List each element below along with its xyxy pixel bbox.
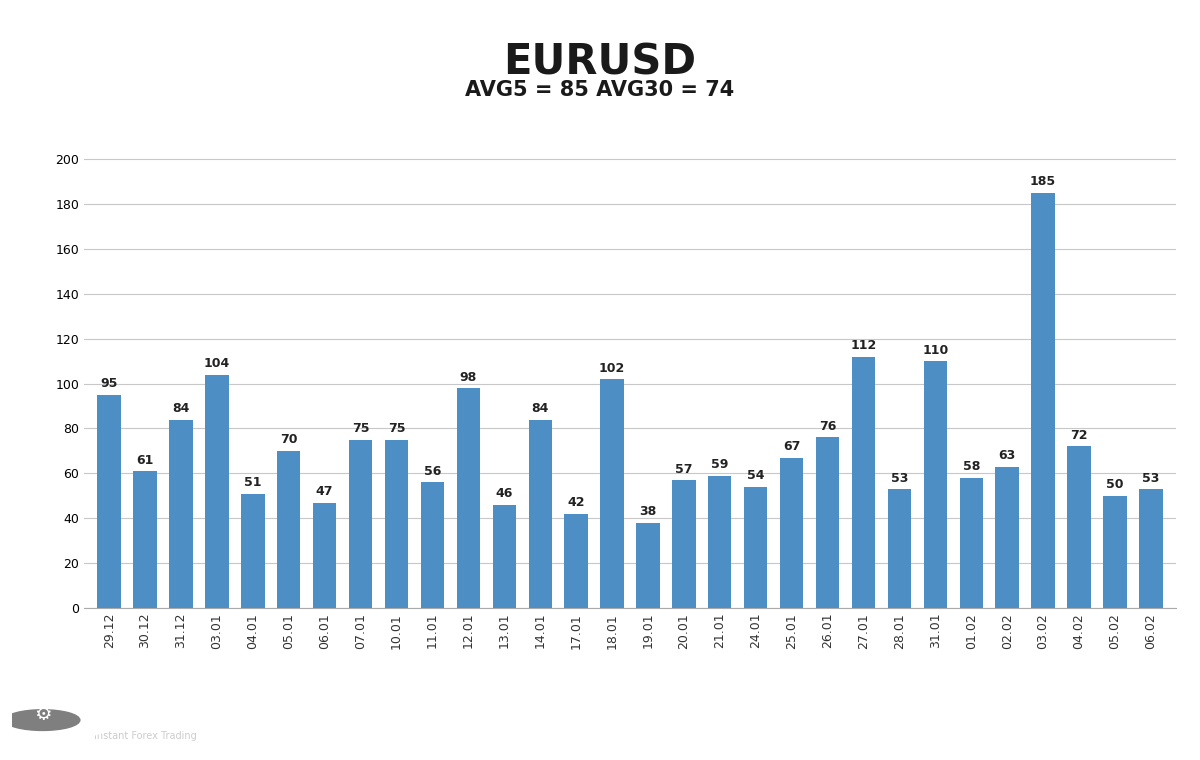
Text: 54: 54 xyxy=(746,470,764,483)
Bar xyxy=(780,458,803,608)
Text: 104: 104 xyxy=(204,357,230,370)
Text: 76: 76 xyxy=(818,420,836,433)
Text: 53: 53 xyxy=(1142,472,1159,485)
Bar xyxy=(1139,489,1163,608)
Text: 110: 110 xyxy=(923,344,948,356)
Bar xyxy=(205,375,228,608)
Circle shape xyxy=(5,710,80,730)
Bar xyxy=(457,388,480,608)
Text: 56: 56 xyxy=(424,465,442,478)
Bar xyxy=(349,440,372,608)
Bar xyxy=(1103,496,1127,608)
Text: 58: 58 xyxy=(962,461,980,473)
Bar xyxy=(169,420,193,608)
Bar xyxy=(1067,446,1091,608)
Text: Instant Forex Trading: Instant Forex Trading xyxy=(94,731,197,741)
Text: 53: 53 xyxy=(890,472,908,485)
Text: 50: 50 xyxy=(1106,478,1123,491)
Text: 70: 70 xyxy=(280,433,298,446)
Bar xyxy=(1032,193,1055,608)
Text: 102: 102 xyxy=(599,362,625,375)
Bar xyxy=(385,440,408,608)
Bar xyxy=(528,420,552,608)
Text: 185: 185 xyxy=(1030,176,1056,188)
Text: 84: 84 xyxy=(532,402,548,415)
Text: 67: 67 xyxy=(782,440,800,453)
Text: 38: 38 xyxy=(640,505,656,518)
Bar xyxy=(816,438,839,608)
Text: 51: 51 xyxy=(244,476,262,489)
Bar xyxy=(636,523,660,608)
Text: 72: 72 xyxy=(1070,429,1087,442)
Bar xyxy=(852,356,875,608)
Bar xyxy=(600,379,624,608)
Text: 84: 84 xyxy=(173,402,190,415)
Bar xyxy=(744,487,767,608)
Bar xyxy=(493,505,516,608)
Bar xyxy=(924,361,947,608)
Bar xyxy=(708,476,732,608)
Text: 63: 63 xyxy=(998,449,1015,462)
Bar xyxy=(564,514,588,608)
Bar xyxy=(421,483,444,608)
Bar xyxy=(313,502,336,608)
Circle shape xyxy=(0,699,118,741)
Bar xyxy=(133,471,157,608)
Text: 112: 112 xyxy=(851,339,877,352)
Text: 75: 75 xyxy=(388,423,406,435)
Text: 42: 42 xyxy=(568,496,584,509)
Bar xyxy=(888,489,911,608)
Text: ⚙: ⚙ xyxy=(34,705,52,724)
Text: 46: 46 xyxy=(496,487,512,500)
Text: 47: 47 xyxy=(316,485,334,498)
Text: AVG5 = 85 AVG30 = 74: AVG5 = 85 AVG30 = 74 xyxy=(466,80,734,100)
Text: instaforex: instaforex xyxy=(94,705,181,720)
Bar xyxy=(960,478,983,608)
Text: 61: 61 xyxy=(137,454,154,467)
Text: 57: 57 xyxy=(676,463,692,476)
Bar xyxy=(672,480,696,608)
Text: EURUSD: EURUSD xyxy=(504,42,696,84)
Text: 59: 59 xyxy=(712,458,728,471)
Text: 75: 75 xyxy=(352,423,370,435)
Bar xyxy=(277,451,300,608)
Bar xyxy=(996,467,1019,608)
Bar xyxy=(97,395,121,608)
Text: 98: 98 xyxy=(460,371,476,384)
Bar xyxy=(241,493,264,608)
Text: 95: 95 xyxy=(101,378,118,391)
